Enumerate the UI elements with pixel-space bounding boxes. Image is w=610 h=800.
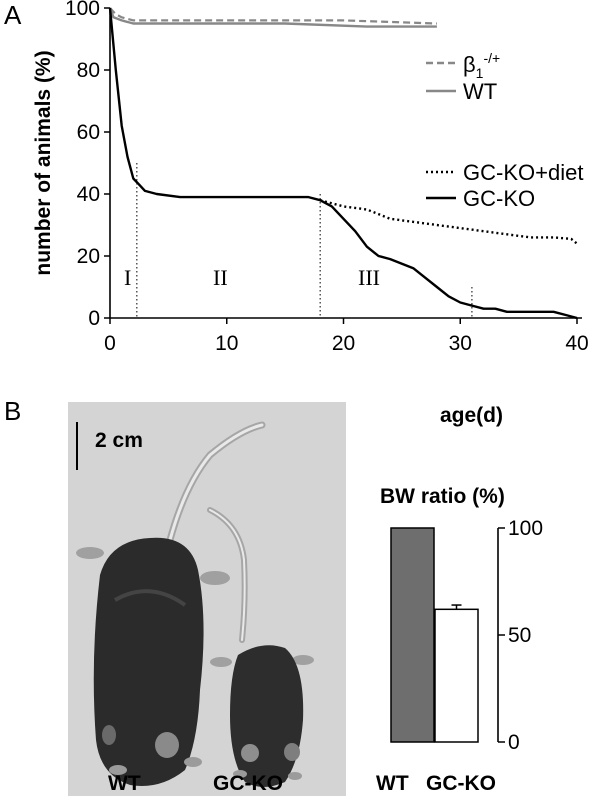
y-tick-label-0: 0 [88, 307, 100, 330]
photo-label-wt: WT [108, 772, 141, 795]
panel-b-label: B [4, 396, 21, 426]
y-tick-label-40: 40 [77, 183, 100, 206]
bw-category-label-wt: WT [376, 772, 409, 795]
phase-label-iii: III [358, 265, 380, 290]
scale-bar-label: 2 cm [95, 429, 143, 452]
phase-label-ii: II [213, 265, 228, 290]
bw-y-tick-label-50: 50 [508, 624, 531, 647]
legend: β1-/+ WT GC-KO+diet GC-KO [426, 50, 583, 211]
bw-chart-title: BW ratio (%) [380, 485, 505, 508]
x-tick-label-30: 30 [449, 332, 472, 355]
wt-mouse-image [76, 421, 266, 786]
survival-x-axis-title: age(d) [440, 404, 503, 427]
legend-label-beta: β1-/+ [463, 50, 500, 81]
photo-label-gcko: GC-KO [213, 772, 283, 795]
x-tick-label-20: 20 [332, 332, 355, 355]
legend-label-wt: WT [463, 79, 497, 104]
bw-category-label-gcko: GC-KO [426, 772, 496, 795]
x-tick-label-10: 10 [215, 332, 238, 355]
series-line-1 [109, 7, 437, 25]
bw-bar-gcko [434, 608, 479, 743]
y-tick-label-20: 20 [77, 245, 100, 268]
survival-y-axis-title: number of animals (%) [32, 50, 55, 275]
phase-divider-lines [136, 163, 473, 318]
series-line-4 [108, 7, 578, 320]
x-tick-label-40: 40 [565, 332, 588, 355]
survival-plot: 0 10 20 30 40 0 20 40 60 80 100 [65, 0, 589, 355]
legend-label-gcko-diet: GC-KO+diet [463, 160, 583, 185]
bw-y-tick-label-100: 100 [508, 517, 543, 540]
bw-y-tick-label-0: 0 [508, 731, 520, 754]
mouse-photograph: 2 cm [68, 402, 346, 796]
y-tick-label-60: 60 [77, 121, 100, 144]
bw-ratio-chart: 0 50 100 [390, 517, 543, 754]
phase-label-i: I [124, 265, 131, 290]
bw-bar-wt [390, 527, 435, 743]
series-line-2 [108, 7, 437, 28]
gcko-mouse-image [207, 507, 314, 787]
legend-label-gcko: GC-KO [463, 186, 535, 211]
survival-series [108, 7, 578, 320]
survival-ticks: 0 10 20 30 40 0 20 40 60 80 100 [65, 0, 589, 355]
panel-a-label: A [4, 0, 22, 30]
y-tick-label-100: 100 [65, 0, 100, 20]
x-tick-label-0: 0 [104, 332, 116, 355]
y-tick-label-80: 80 [77, 59, 100, 82]
